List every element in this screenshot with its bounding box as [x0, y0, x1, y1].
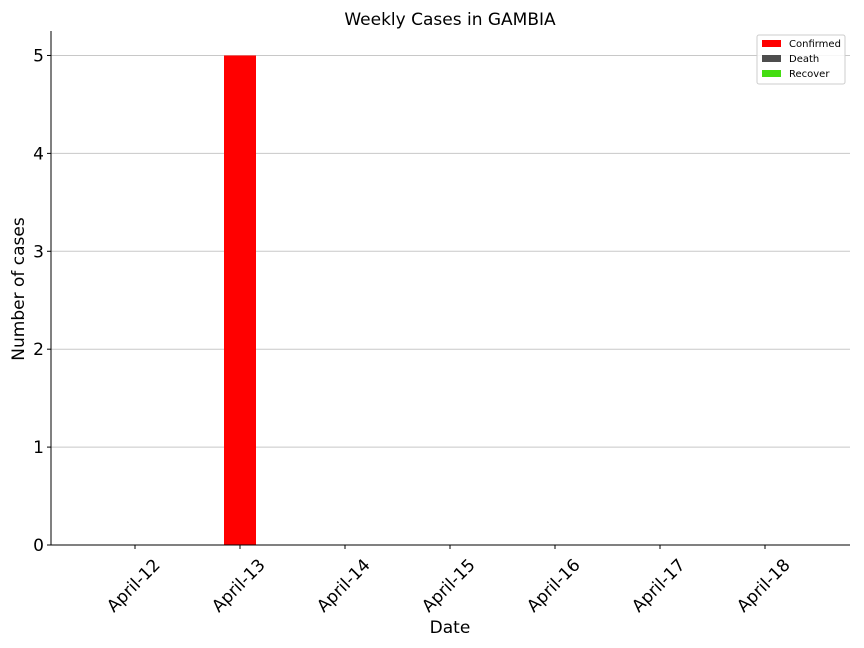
bar-confirmed-april-13 — [224, 55, 256, 545]
y-tick-label: 1 — [33, 438, 44, 458]
legend-swatch-confirmed — [762, 40, 781, 47]
y-ticks: 0 1 2 3 4 5 — [33, 46, 51, 556]
x-tick-label: April-14 — [313, 555, 374, 616]
bars — [224, 55, 256, 545]
gridlines — [51, 54, 850, 448]
legend-label-death: Death — [789, 54, 819, 65]
x-tick-label: April-13 — [208, 555, 269, 616]
x-tick-label: April-12 — [103, 555, 164, 616]
y-tick-label: 5 — [33, 46, 44, 66]
y-axis-label: Number of cases — [9, 217, 29, 361]
y-tick-label: 2 — [33, 340, 44, 360]
legend-swatch-death — [762, 55, 781, 62]
x-tick-label: April-18 — [733, 555, 794, 616]
y-tick-label: 3 — [33, 242, 44, 262]
x-ticks: April-12 April-13 April-14 April-15 April-16… — [103, 545, 795, 617]
legend-label-recover: Recover — [789, 69, 830, 80]
legend-swatch-recover — [762, 70, 781, 77]
legend-label-confirmed: Confirmed — [789, 39, 841, 50]
y-tick-label: 0 — [33, 536, 44, 556]
x-tick-label: April-16 — [523, 555, 584, 616]
x-axis-label: Date — [430, 618, 471, 638]
legend: Confirmed Death Recover — [756, 34, 846, 85]
chart-title: Weekly Cases in GAMBIA — [344, 10, 556, 30]
x-tick-label: April-17 — [628, 555, 689, 616]
x-tick-label: April-15 — [418, 555, 479, 616]
y-tick-label: 4 — [33, 144, 44, 164]
